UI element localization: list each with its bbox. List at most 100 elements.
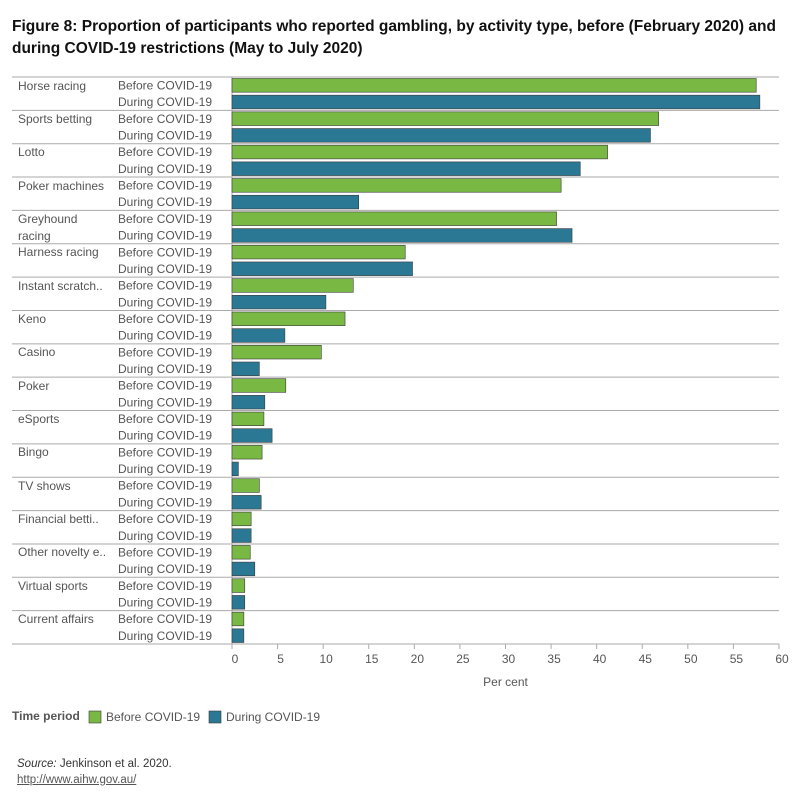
bar xyxy=(231,144,608,160)
category-label: Current affairs xyxy=(18,612,94,627)
bar xyxy=(231,395,266,410)
legend-swatch xyxy=(88,710,102,724)
period-label: Before COVID-19 xyxy=(118,512,212,526)
bar xyxy=(231,211,557,226)
period-label: During COVID-19 xyxy=(118,262,212,276)
category-label: Sports betting xyxy=(18,111,93,126)
bar xyxy=(231,294,327,310)
period-label: Before COVID-19 xyxy=(118,445,212,459)
bar xyxy=(231,111,659,126)
source: Source: Jenkinson et al. 2020. http://ww… xyxy=(17,756,172,788)
legend-label: Before COVID-19 xyxy=(106,710,200,724)
period-label: Before COVID-19 xyxy=(118,79,212,93)
bar xyxy=(231,345,322,360)
chart-title: Figure 8: Proportion of participants who… xyxy=(12,18,776,57)
bar xyxy=(231,328,286,343)
category-label: Horse racing xyxy=(18,78,87,93)
period-label: Before COVID-19 xyxy=(118,212,212,226)
period-label: During COVID-19 xyxy=(118,229,212,243)
bar xyxy=(231,411,265,427)
bar xyxy=(231,78,757,93)
bar xyxy=(231,495,262,510)
bar xyxy=(231,511,252,527)
x-tick-label: 10 xyxy=(319,652,333,666)
period-label: During COVID-19 xyxy=(118,129,212,143)
bar xyxy=(231,361,260,376)
period-label: During COVID-19 xyxy=(118,95,212,109)
period-label: During COVID-19 xyxy=(118,462,212,476)
x-tick-label: 30 xyxy=(502,652,516,666)
category-label: Instant scratch.. xyxy=(18,278,103,293)
bar xyxy=(231,528,252,543)
x-tick-label: 35 xyxy=(547,652,561,666)
category-label: Greyhound racing xyxy=(18,211,78,243)
period-label: Before COVID-19 xyxy=(118,312,212,326)
period-label: During COVID-19 xyxy=(118,562,212,576)
bar xyxy=(231,161,581,176)
period-label: During COVID-19 xyxy=(118,295,212,309)
source-line: Source: Jenkinson et al. 2020. xyxy=(17,756,172,772)
x-tick-label: 40 xyxy=(593,652,607,666)
period-label: During COVID-19 xyxy=(118,595,212,609)
bar xyxy=(231,94,761,110)
category-label: Harness racing xyxy=(18,245,99,260)
period-label: Before COVID-19 xyxy=(118,412,212,426)
x-tick-label: 20 xyxy=(411,652,425,666)
bar xyxy=(231,278,354,293)
period-label: Before COVID-19 xyxy=(118,345,212,359)
period-label: Before COVID-19 xyxy=(118,579,212,593)
bar xyxy=(231,628,245,643)
legend-swatch xyxy=(208,710,222,724)
category-label: Virtual sports xyxy=(18,578,88,593)
source-url[interactable]: http://www.aihw.gov.au/ xyxy=(17,774,137,786)
bar xyxy=(231,595,246,610)
period-label: Before COVID-19 xyxy=(118,279,212,293)
period-label: Before COVID-19 xyxy=(118,179,212,193)
bar xyxy=(231,478,260,493)
bar xyxy=(231,178,562,193)
category-label: Financial betti.. xyxy=(18,512,99,527)
period-label: During COVID-19 xyxy=(118,195,212,209)
bar xyxy=(231,228,573,243)
category-label: Lotto xyxy=(18,145,45,160)
period-label: During COVID-19 xyxy=(118,162,212,176)
x-axis-label: Per cent xyxy=(483,675,528,689)
category-label: eSports xyxy=(18,412,60,427)
legend-label: During COVID-19 xyxy=(226,710,320,724)
period-label: Before COVID-19 xyxy=(118,479,212,493)
category-label: Other novelty e.. xyxy=(18,545,107,560)
category-label: Keno xyxy=(18,311,47,326)
bar xyxy=(231,545,251,560)
period-label: During COVID-19 xyxy=(118,529,212,543)
bar xyxy=(231,461,239,477)
legend-title: Time period xyxy=(12,709,80,723)
bar xyxy=(231,244,406,260)
bar xyxy=(231,445,263,460)
category-label: Bingo xyxy=(18,445,49,460)
x-tick-label: 5 xyxy=(277,652,284,666)
period-label: During COVID-19 xyxy=(118,395,212,409)
period-label: During COVID-19 xyxy=(118,495,212,509)
period-label: Before COVID-19 xyxy=(118,112,212,126)
category-label: Casino xyxy=(18,345,56,360)
category-label: TV shows xyxy=(18,478,71,493)
bar xyxy=(231,561,256,577)
period-label: During COVID-19 xyxy=(118,362,212,376)
bar xyxy=(231,378,287,393)
period-label: Before COVID-19 xyxy=(118,379,212,393)
bar xyxy=(231,578,246,593)
bar xyxy=(231,194,360,210)
source-text: Jenkinson et al. 2020. xyxy=(59,758,172,770)
period-label: Before COVID-19 xyxy=(118,145,212,159)
bar xyxy=(231,311,346,326)
x-tick-label: 50 xyxy=(684,652,698,666)
x-tick-label: 55 xyxy=(730,652,744,666)
x-tick-label: 60 xyxy=(775,652,789,666)
x-tick-label: 45 xyxy=(639,652,653,666)
period-label: Before COVID-19 xyxy=(118,245,212,259)
bar xyxy=(231,611,245,627)
period-label: During COVID-19 xyxy=(118,329,212,343)
x-tick-label: 15 xyxy=(365,652,379,666)
